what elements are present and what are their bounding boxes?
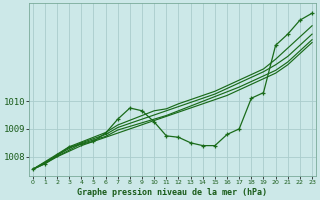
X-axis label: Graphe pression niveau de la mer (hPa): Graphe pression niveau de la mer (hPa) xyxy=(77,188,268,197)
